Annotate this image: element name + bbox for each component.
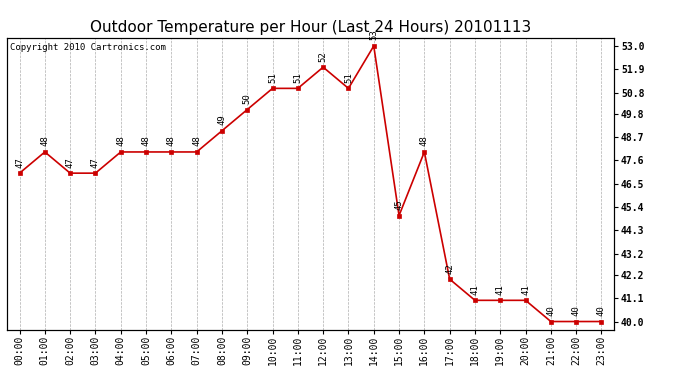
Text: 53: 53 xyxy=(369,30,378,40)
Text: 52: 52 xyxy=(319,51,328,62)
Text: 48: 48 xyxy=(420,136,429,146)
Title: Outdoor Temperature per Hour (Last 24 Hours) 20101113: Outdoor Temperature per Hour (Last 24 Ho… xyxy=(90,20,531,35)
Text: 40: 40 xyxy=(571,305,581,316)
Text: 41: 41 xyxy=(471,284,480,295)
Text: 48: 48 xyxy=(167,136,176,146)
Text: 41: 41 xyxy=(495,284,505,295)
Text: 47: 47 xyxy=(15,157,24,168)
Text: 42: 42 xyxy=(445,263,454,274)
Text: 48: 48 xyxy=(40,136,50,146)
Text: 41: 41 xyxy=(521,284,530,295)
Text: 45: 45 xyxy=(395,199,404,210)
Text: 51: 51 xyxy=(268,72,277,83)
Text: 49: 49 xyxy=(217,114,226,125)
Text: Copyright 2010 Cartronics.com: Copyright 2010 Cartronics.com xyxy=(10,44,166,52)
Text: 47: 47 xyxy=(66,157,75,168)
Text: 47: 47 xyxy=(91,157,100,168)
Text: 50: 50 xyxy=(243,93,252,104)
Text: 48: 48 xyxy=(116,136,126,146)
Text: 48: 48 xyxy=(141,136,150,146)
Text: 48: 48 xyxy=(192,136,201,146)
Text: 51: 51 xyxy=(344,72,353,83)
Text: 40: 40 xyxy=(546,305,555,316)
Text: 40: 40 xyxy=(597,305,606,316)
Text: 51: 51 xyxy=(293,72,302,83)
